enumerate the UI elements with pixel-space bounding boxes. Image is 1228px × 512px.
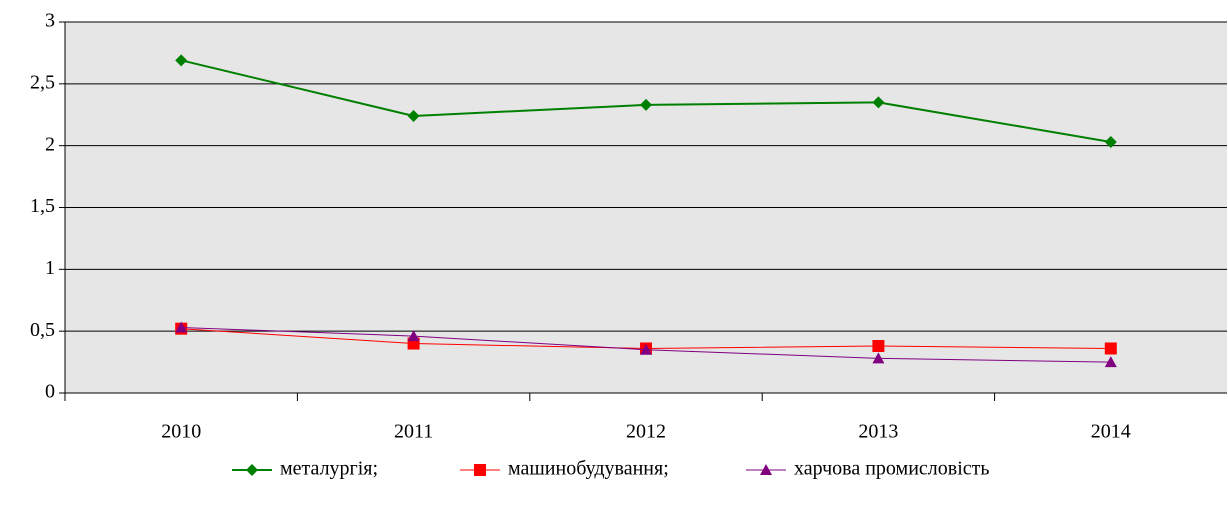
x-tick-label: 2013	[858, 421, 898, 443]
x-tick-label: 2014	[1091, 421, 1131, 443]
y-tick-label: 3	[45, 10, 55, 32]
y-tick-label: 2	[45, 133, 55, 155]
marker	[407, 109, 420, 122]
marker	[175, 54, 188, 67]
x-tick-label: 2012	[626, 421, 666, 443]
marker	[407, 330, 420, 342]
legend-label: машинобудування;	[508, 458, 669, 480]
legend-marker	[474, 464, 486, 476]
marker	[175, 321, 188, 333]
y-tick-label: 1	[45, 257, 55, 279]
marker	[1104, 342, 1117, 355]
marker	[872, 340, 885, 353]
marker	[872, 96, 885, 109]
x-tick-label: 2010	[161, 421, 201, 443]
x-tick-label: 2011	[394, 421, 433, 443]
legend-label: харчова промисловість	[794, 458, 990, 480]
marker	[872, 352, 885, 364]
marker	[1104, 356, 1117, 368]
marker	[640, 98, 652, 111]
legend-marker	[246, 464, 258, 476]
y-tick-label: 1,5	[30, 195, 55, 217]
marker	[1104, 135, 1117, 148]
y-tick-label: 0,5	[30, 319, 55, 341]
marker	[640, 343, 652, 355]
legend-label: металургія;	[280, 458, 378, 480]
legend-marker	[760, 464, 772, 475]
y-tick-label: 0	[45, 381, 55, 403]
y-tick-label: 2,5	[30, 71, 55, 93]
